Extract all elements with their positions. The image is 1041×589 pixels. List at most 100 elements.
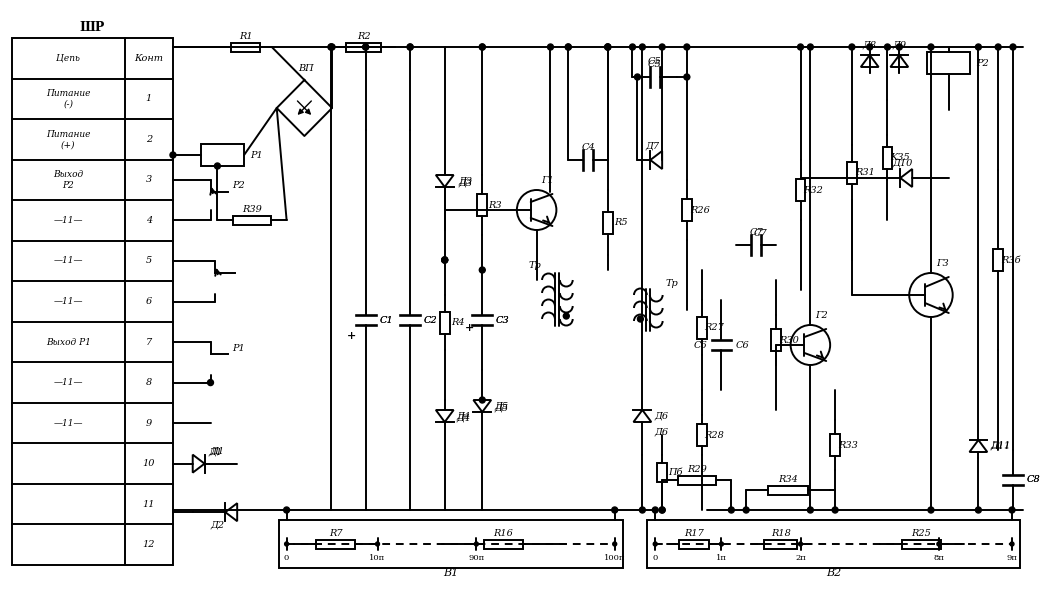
Circle shape xyxy=(548,44,554,50)
Bar xyxy=(657,463,667,482)
Text: 90п: 90п xyxy=(468,554,484,562)
Text: 9п: 9п xyxy=(1007,554,1017,562)
Circle shape xyxy=(328,44,334,50)
Circle shape xyxy=(563,313,569,319)
Text: —11—: —11— xyxy=(53,216,83,225)
Text: Выход
Р2: Выход Р2 xyxy=(53,170,83,190)
Text: C1: C1 xyxy=(380,316,393,325)
Text: C2: C2 xyxy=(424,316,437,325)
Text: Тр: Тр xyxy=(665,279,678,287)
Text: С8: С8 xyxy=(1026,475,1041,485)
Bar xyxy=(993,249,1004,271)
Text: Д11: Д11 xyxy=(990,442,1011,451)
Text: R25: R25 xyxy=(912,528,932,538)
Text: Питание
(+): Питание (+) xyxy=(46,130,91,149)
Text: Г3: Г3 xyxy=(936,259,948,267)
Text: ШР: ШР xyxy=(79,21,104,34)
Circle shape xyxy=(605,44,611,50)
Text: —11—: —11— xyxy=(53,419,83,428)
Circle shape xyxy=(479,267,485,273)
Bar xyxy=(696,424,707,446)
Circle shape xyxy=(639,507,645,513)
Text: Д3: Д3 xyxy=(459,178,473,187)
Bar xyxy=(648,520,1020,568)
Text: Цепь: Цепь xyxy=(56,54,80,63)
Circle shape xyxy=(808,507,813,513)
Text: 10п: 10п xyxy=(370,554,385,562)
Text: С6: С6 xyxy=(694,340,708,349)
Text: Д1: Д1 xyxy=(208,447,222,456)
Text: ВП: ВП xyxy=(299,64,314,72)
Circle shape xyxy=(653,507,658,513)
Circle shape xyxy=(441,257,448,263)
Text: 3: 3 xyxy=(146,176,152,184)
Text: R3: R3 xyxy=(488,200,502,210)
Bar xyxy=(830,434,840,456)
Circle shape xyxy=(937,542,941,546)
Text: —11—: —11— xyxy=(53,378,83,387)
Circle shape xyxy=(329,44,335,50)
Circle shape xyxy=(475,542,478,546)
Circle shape xyxy=(729,507,734,513)
Circle shape xyxy=(634,74,640,80)
Text: 100п: 100п xyxy=(604,554,626,562)
Text: C5: C5 xyxy=(648,57,662,65)
Text: +: + xyxy=(465,322,474,333)
Text: Д4: Д4 xyxy=(457,412,471,421)
Bar xyxy=(682,199,692,221)
Circle shape xyxy=(808,44,813,50)
Text: —11—: —11— xyxy=(53,297,83,306)
Circle shape xyxy=(637,316,643,322)
Circle shape xyxy=(479,44,485,50)
Circle shape xyxy=(612,507,617,513)
Text: Д5: Д5 xyxy=(494,403,508,412)
Text: P2: P2 xyxy=(976,58,989,68)
Circle shape xyxy=(659,507,665,513)
Circle shape xyxy=(479,44,485,50)
Circle shape xyxy=(684,74,690,80)
Text: R29: R29 xyxy=(687,465,707,474)
Circle shape xyxy=(284,542,288,546)
Circle shape xyxy=(885,44,890,50)
Text: С7: С7 xyxy=(750,227,763,237)
Text: C2: C2 xyxy=(424,316,437,325)
Text: 9: 9 xyxy=(146,419,152,428)
Text: Д4: Д4 xyxy=(457,413,471,422)
Text: R17: R17 xyxy=(684,528,704,538)
Text: 12: 12 xyxy=(143,540,155,549)
Circle shape xyxy=(407,44,413,50)
Bar xyxy=(231,42,260,51)
Circle shape xyxy=(605,44,611,50)
Text: C1: C1 xyxy=(380,316,393,325)
Bar xyxy=(764,540,797,548)
Circle shape xyxy=(975,44,982,50)
Circle shape xyxy=(170,152,176,158)
Text: Д1: Д1 xyxy=(210,446,225,455)
Circle shape xyxy=(565,44,572,50)
Text: 1: 1 xyxy=(146,94,152,103)
Text: Д7: Д7 xyxy=(645,141,659,151)
Text: K35: K35 xyxy=(890,153,910,162)
Circle shape xyxy=(362,44,369,50)
Circle shape xyxy=(975,507,982,513)
Bar xyxy=(847,161,857,184)
Circle shape xyxy=(441,257,448,263)
Text: Д6: Д6 xyxy=(654,428,668,436)
Bar xyxy=(233,216,271,224)
Text: Д6: Д6 xyxy=(654,412,668,421)
Text: Конт: Конт xyxy=(134,54,163,63)
Circle shape xyxy=(283,507,289,513)
Circle shape xyxy=(441,257,448,263)
Bar xyxy=(11,38,173,565)
Text: +: + xyxy=(348,329,356,340)
Bar xyxy=(680,540,709,548)
Text: Выход P1: Выход P1 xyxy=(46,337,91,346)
Circle shape xyxy=(654,542,657,546)
Text: R16: R16 xyxy=(493,528,513,538)
Circle shape xyxy=(630,44,635,50)
Text: 6: 6 xyxy=(146,297,152,306)
Text: R30: R30 xyxy=(779,336,798,345)
Text: R4: R4 xyxy=(451,318,464,327)
Circle shape xyxy=(896,44,903,50)
Bar xyxy=(883,147,892,168)
